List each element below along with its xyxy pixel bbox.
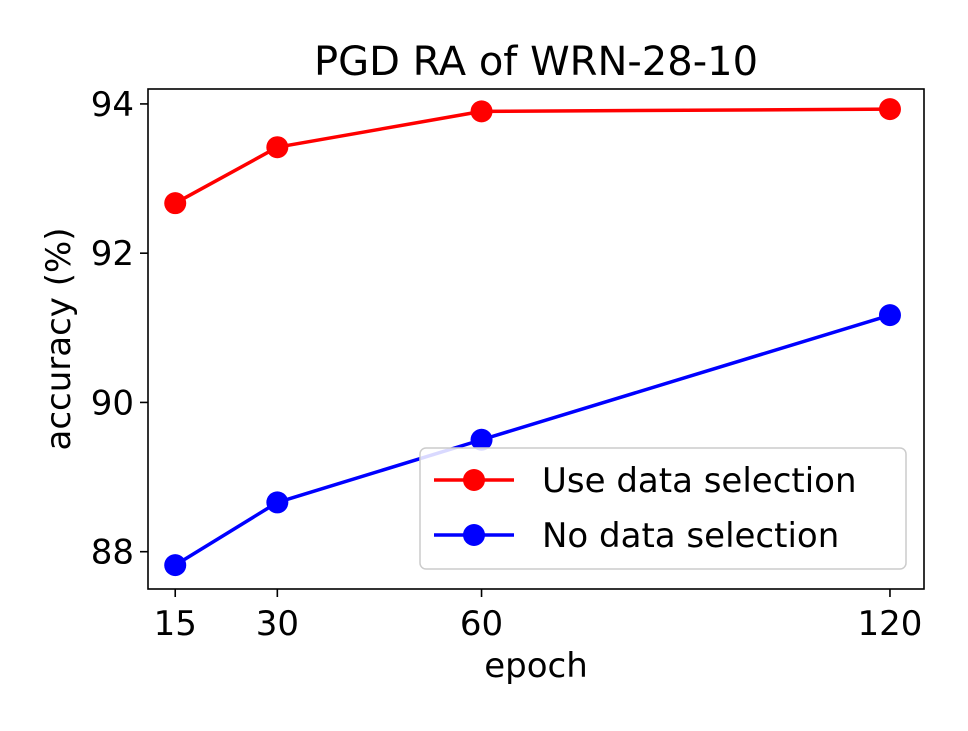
x-tick-label: 120 <box>858 604 923 644</box>
y-axis: 88 90 92 94 <box>91 85 148 573</box>
series-2 <box>164 304 901 577</box>
data-point <box>470 428 493 451</box>
x-axis-label: epoch <box>484 646 588 686</box>
legend-swatch-marker <box>463 469 485 491</box>
data-point <box>164 192 187 215</box>
y-tick-label: 94 <box>91 85 134 125</box>
legend-label: No data selection <box>542 516 839 556</box>
data-point <box>266 136 289 159</box>
legend: Use data selection No data selection <box>419 447 907 570</box>
y-tick-label: 92 <box>91 234 134 274</box>
x-tick-label: 60 <box>460 604 503 644</box>
x-axis: 15 30 60 120 <box>154 589 923 644</box>
plot-frame <box>147 88 925 590</box>
legend-swatch-marker <box>463 524 485 546</box>
y-tick-label: 88 <box>91 533 134 573</box>
y-tick-label: 90 <box>91 383 134 423</box>
series-line <box>174 107 890 205</box>
data-point <box>878 98 901 121</box>
legend-box <box>419 447 907 570</box>
data-point <box>164 554 187 577</box>
y-axis-label: accuracy (%) <box>39 227 79 450</box>
data-point <box>266 491 289 514</box>
data-point <box>878 304 901 327</box>
series-line <box>174 313 891 567</box>
data-point <box>470 100 493 123</box>
x-tick-label: 30 <box>256 604 299 644</box>
chart-title: PGD RA of WRN-28-10 <box>314 39 758 85</box>
series-layer <box>164 98 901 577</box>
series-1 <box>164 98 901 215</box>
x-tick-label: 15 <box>154 604 197 644</box>
legend-label: Use data selection <box>542 461 857 501</box>
